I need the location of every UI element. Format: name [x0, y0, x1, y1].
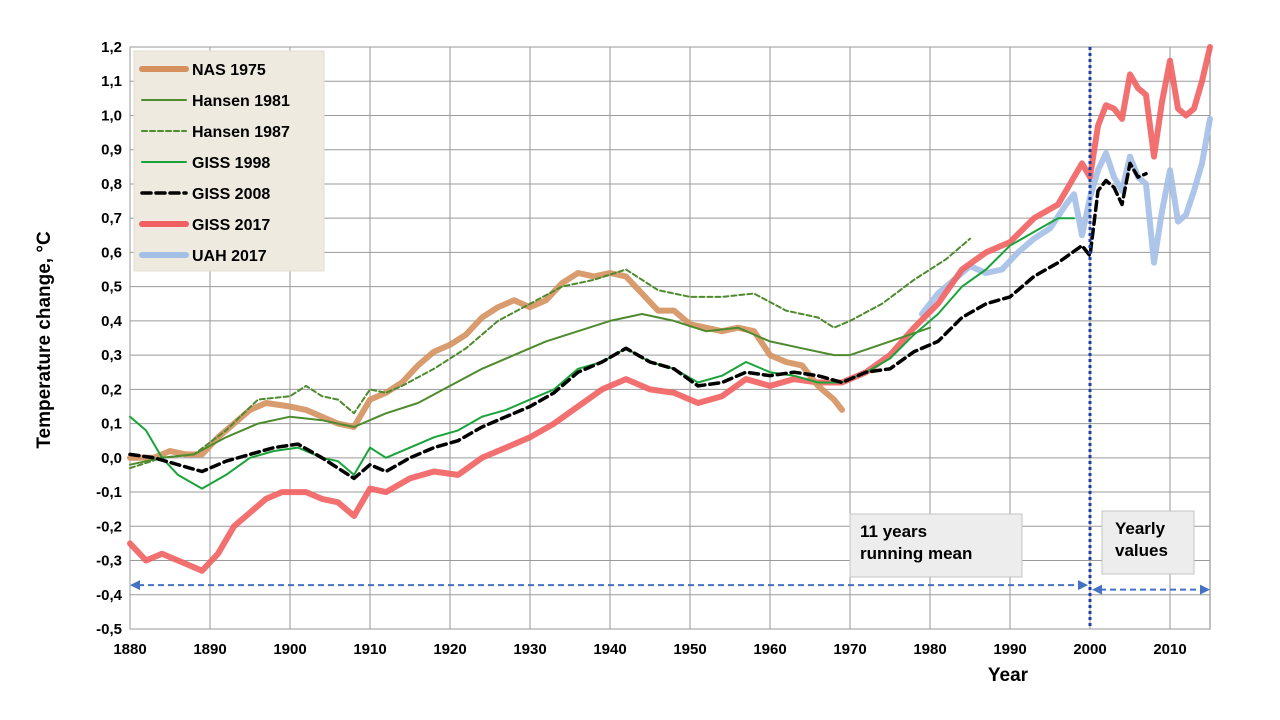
y-tick-label: 0,4 [101, 313, 123, 330]
x-ticks: 1880 1890 1900 1910 1920 1930 1940 1950 1960 1970… [113, 641, 1186, 658]
legend: NAS 1975 Hansen 1981 Hansen 1987 GISS 1998 G… [133, 50, 325, 272]
y-tick-label: 0,9 [101, 142, 122, 159]
y-ticks: -0,5 -0,4 -0,3 -0,2 -0,1 0,0 0,1 0,2 0,3 0,4 0,5 0,… [96, 39, 123, 638]
arrow-head-left [130, 580, 140, 591]
legend-label: UAH 2017 [192, 248, 267, 265]
y-tick-label: -0,1 [96, 484, 122, 501]
arrow-head-right [1078, 580, 1088, 591]
x-tick-label: 1920 [433, 641, 466, 658]
x-tick-label: 2010 [1153, 641, 1186, 658]
x-tick-label: 2000 [1073, 641, 1106, 658]
x-axis-title: Year [988, 665, 1029, 686]
y-tick-label: -0,3 [96, 553, 122, 570]
x-tick-label: 1970 [833, 641, 866, 658]
series-line-hansen-1981 [129, 313, 931, 466]
y-tick-label: 1,1 [101, 73, 122, 90]
series-line-giss-2017 [127, 44, 1213, 574]
y-tick-label: 0,8 [101, 176, 122, 193]
legend-label: GISS 2017 [192, 217, 270, 234]
series-line-giss-1998 [129, 217, 1075, 490]
series-line-giss-2008 [128, 161, 1148, 481]
running-mean-line-1: 11 years [860, 522, 927, 541]
y-tick-label: 0,2 [101, 381, 122, 398]
y-tick-label: 0,3 [101, 347, 122, 364]
x-tick-label: 1980 [913, 641, 946, 658]
legend-label: GISS 2008 [192, 186, 270, 203]
x-tick-label: 1990 [993, 641, 1026, 658]
y-tick-label: 0,6 [101, 244, 122, 261]
x-tick-label: 1940 [593, 641, 626, 658]
arrow-head-left [1092, 584, 1102, 595]
legend-label: GISS 1998 [192, 155, 270, 172]
y-axis-title: Temperature change, °C [34, 231, 55, 449]
range-arrows [130, 580, 1210, 595]
y-tick-label: -0,4 [96, 587, 123, 604]
legend-label: Hansen 1987 [192, 124, 290, 141]
y-tick-label: 0,7 [101, 210, 122, 227]
x-tick-label: 1950 [673, 641, 706, 658]
y-tick-label: 1,2 [101, 39, 122, 56]
legend-label: Hansen 1981 [192, 93, 290, 110]
series-line-hansen-1987 [129, 237, 971, 470]
legend-label: NAS 1975 [192, 62, 266, 79]
y-tick-label: 0,1 [101, 416, 122, 433]
x-tick-label: 1960 [753, 641, 786, 658]
yearly-line-2: values [1115, 541, 1168, 560]
y-tick-label: 0,5 [101, 279, 122, 296]
x-tick-label: 1880 [113, 641, 146, 658]
yearly-line-1: Yearly [1115, 519, 1166, 538]
y-tick-label: -0,5 [96, 621, 122, 638]
yearly-values-note: Yearly values [1101, 510, 1195, 575]
x-tick-label: 1900 [273, 641, 306, 658]
running-mean-note: 11 years running mean [849, 513, 1023, 578]
series-line-uah-2017 [919, 115, 1213, 317]
y-tick-label: 0,0 [101, 450, 122, 467]
x-tick-label: 1930 [513, 641, 546, 658]
y-tick-label: -0,2 [96, 518, 122, 535]
x-tick-label: 1910 [353, 641, 386, 658]
x-tick-label: 1890 [193, 641, 226, 658]
y-tick-label: 1,0 [101, 107, 122, 124]
arrow-head-right [1200, 584, 1210, 595]
series-lines [127, 44, 1213, 574]
running-mean-line-2: running mean [860, 544, 972, 563]
